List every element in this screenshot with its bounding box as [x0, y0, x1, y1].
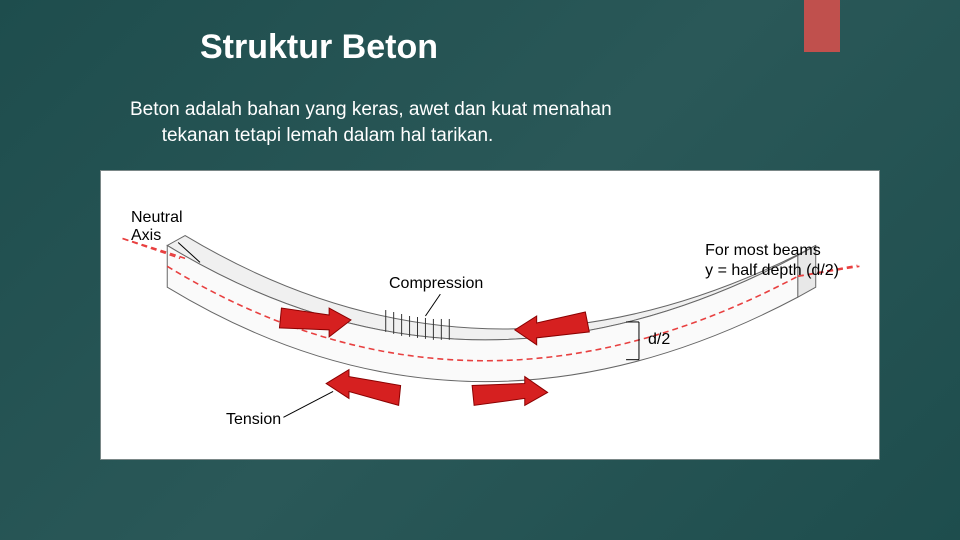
accent-bar [804, 0, 840, 52]
slide-container: Struktur Beton Beton adalah bahan yang k… [0, 0, 960, 540]
beam-svg [101, 171, 879, 459]
subtitle-line1: Beton adalah bahan yang keras, awet dan … [130, 99, 612, 120]
formula-line2: y = half depth (d/2) [705, 262, 839, 279]
label-depth: d/2 [648, 331, 670, 349]
beam-diagram: NeutralAxis For most beams y = half dept… [100, 170, 880, 460]
label-formula: For most beams y = half depth (d/2) [705, 241, 839, 281]
subtitle-line2: tekanan tetapi lemah dalam hal tarikan. [162, 125, 494, 146]
label-neutral-axis: NeutralAxis [131, 209, 183, 244]
compression-pointer [425, 294, 440, 316]
tension-arrow-left [326, 370, 400, 406]
formula-line1: For most beams [705, 242, 821, 259]
tension-pointer [283, 392, 333, 418]
label-tension: Tension [226, 411, 281, 429]
label-compression: Compression [389, 275, 483, 293]
slide-subtitle: Beton adalah bahan yang keras, awet dan … [130, 97, 850, 148]
